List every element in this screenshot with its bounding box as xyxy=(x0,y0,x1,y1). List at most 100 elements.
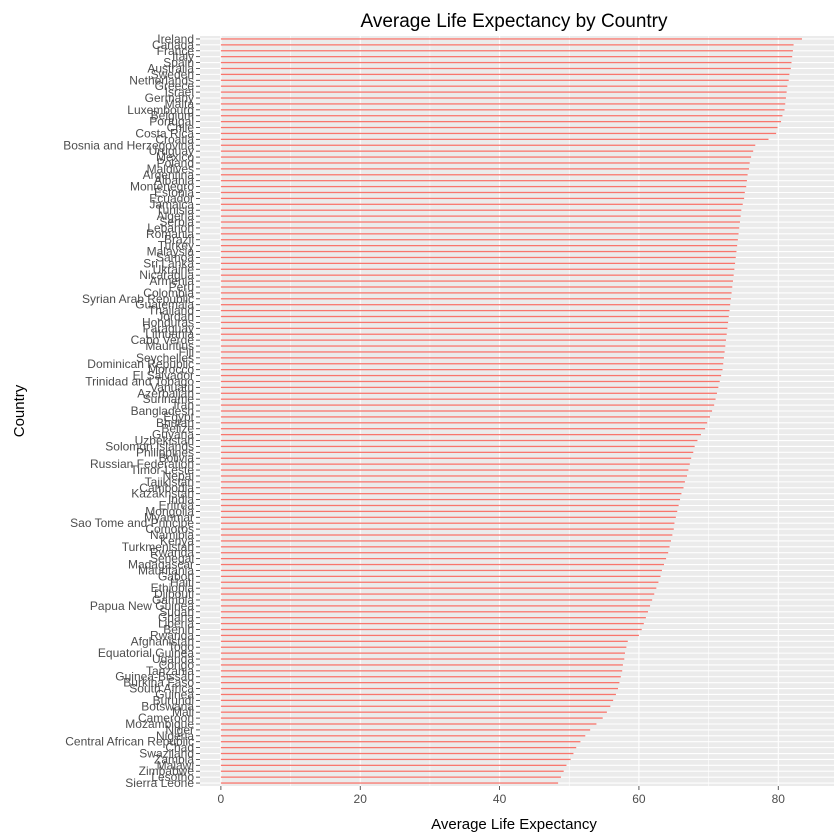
bar xyxy=(220,109,785,111)
bar xyxy=(220,498,681,501)
bar xyxy=(220,250,737,253)
y-tick-label: Belgium xyxy=(151,109,194,123)
bar xyxy=(220,433,701,436)
bar xyxy=(220,233,739,235)
y-tick-label: Nepal xyxy=(163,469,194,483)
y-tick-label: Burkina Faso xyxy=(123,676,194,690)
bar xyxy=(220,445,695,448)
bar xyxy=(220,363,724,365)
bar xyxy=(220,439,698,442)
bar xyxy=(220,227,740,229)
bar xyxy=(220,741,581,743)
bar xyxy=(220,575,661,578)
bar xyxy=(220,658,625,660)
y-tick-label: Mexico xyxy=(156,150,194,164)
bar xyxy=(220,357,724,359)
bar xyxy=(220,758,571,761)
bar xyxy=(220,646,627,648)
y-tick-label: Senegal xyxy=(150,552,194,566)
bar xyxy=(220,398,716,400)
y-tick-label: Niger xyxy=(165,723,194,737)
bar xyxy=(220,522,675,524)
bar xyxy=(220,469,689,471)
y-tick-label: Turkey xyxy=(158,239,194,253)
y-tick-label: Albania xyxy=(154,174,194,188)
bar xyxy=(220,593,655,595)
y-tick-label: Rwanda xyxy=(150,546,194,560)
y-tick-label: Burundi xyxy=(153,693,194,707)
bar xyxy=(220,61,792,64)
bar xyxy=(220,333,727,335)
bar xyxy=(220,752,574,755)
y-tick-label: Rwanda xyxy=(150,628,194,642)
bar xyxy=(220,120,782,123)
y-tick-label: Botswana xyxy=(141,699,194,713)
y-tick-label: Ukraine xyxy=(153,262,195,276)
bar xyxy=(220,304,731,306)
y-tick-label: Central African Republic xyxy=(65,735,194,749)
y-tick-label: Papua New Guinea xyxy=(90,599,194,613)
y-tick-label: Nigeria xyxy=(156,729,194,743)
y-tick-label: Armenia xyxy=(149,274,194,288)
bar xyxy=(220,351,725,353)
y-tick-label: Lebanon xyxy=(147,221,194,235)
y-tick-label: Equatorial Guinea xyxy=(98,646,194,660)
y-tick-label: Nicaragua xyxy=(139,268,194,282)
bar xyxy=(220,746,577,749)
y-tick-label: Belize xyxy=(161,422,194,436)
y-tick-label: Sri Lanka xyxy=(143,256,194,270)
bar xyxy=(220,510,678,513)
y-tick-label: Fiji xyxy=(179,345,194,359)
y-tick-label: Romania xyxy=(146,227,194,241)
y-tick-label: Greece xyxy=(155,79,195,93)
bar xyxy=(220,221,740,223)
y-tick-label: Madagascar xyxy=(128,558,194,572)
y-tick-label: Malta xyxy=(165,97,195,111)
y-tick-label: Germany xyxy=(145,91,194,105)
bar xyxy=(220,144,756,146)
bar xyxy=(220,670,623,672)
bar xyxy=(220,168,750,170)
bar xyxy=(220,392,717,394)
y-tick-label: Congo xyxy=(159,658,195,672)
y-tick-label: Bosnia and Herzegovina xyxy=(63,138,194,152)
y-tick-label: Uzbekistan xyxy=(135,434,194,448)
bar xyxy=(220,416,710,418)
bar xyxy=(220,191,745,194)
bar xyxy=(220,380,720,383)
bar xyxy=(220,298,731,300)
y-tick-label: Bhutan xyxy=(156,416,194,430)
x-tick-label: 40 xyxy=(493,792,507,806)
bar xyxy=(220,286,733,288)
y-tick-label: Afghanistan xyxy=(131,634,194,648)
y-tick-label: Syrian Arab Republic xyxy=(82,292,194,306)
bar xyxy=(220,475,687,477)
bar xyxy=(220,274,734,276)
y-tick-label: Malawi xyxy=(157,758,194,772)
y-tick-label: Guinea xyxy=(155,687,194,701)
y-tick-label: Ecuador xyxy=(149,191,194,205)
bar xyxy=(220,676,621,678)
bar xyxy=(220,315,729,318)
bar xyxy=(220,640,628,642)
y-tick-label: Australia xyxy=(147,61,194,75)
y-tick-label: Myanmar xyxy=(144,510,194,524)
bar xyxy=(220,174,748,176)
y-tick-label: Israel xyxy=(165,85,194,99)
y-tick-label: Lesotho xyxy=(151,770,194,784)
bar xyxy=(220,280,733,282)
y-tick-label: Lithuania xyxy=(145,327,194,341)
bar xyxy=(220,262,736,265)
bar xyxy=(220,451,694,453)
bar xyxy=(220,481,685,483)
bar xyxy=(220,150,754,152)
bar xyxy=(220,156,752,158)
bar xyxy=(220,268,735,270)
bar xyxy=(220,664,623,666)
y-tick-label: Trinidad and Tobago xyxy=(85,374,194,388)
y-tick-label: Serbia xyxy=(159,215,194,229)
bar xyxy=(220,569,662,572)
y-tick-label: Mongolia xyxy=(145,504,194,518)
y-tick-label: Mauritania xyxy=(138,563,194,577)
bar xyxy=(220,534,673,536)
